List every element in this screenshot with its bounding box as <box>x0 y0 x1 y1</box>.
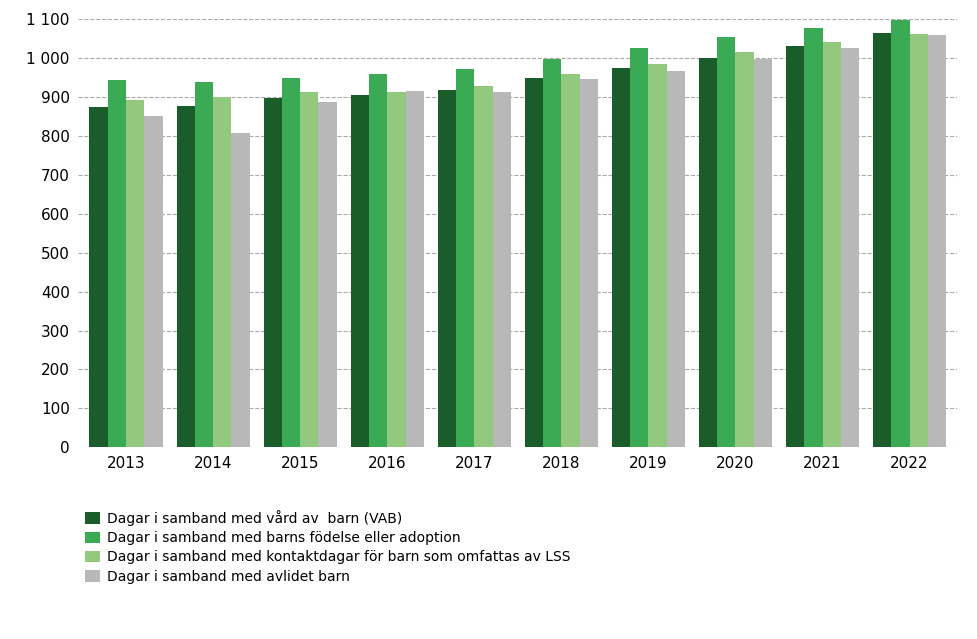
Bar <box>282 77 300 447</box>
Bar <box>90 107 107 447</box>
Bar <box>579 79 598 447</box>
Bar <box>387 93 405 447</box>
Bar <box>543 59 562 447</box>
Bar <box>492 93 511 447</box>
Bar <box>699 58 717 447</box>
Bar <box>213 97 232 447</box>
Bar <box>405 91 424 447</box>
Bar <box>194 82 213 447</box>
Bar <box>910 34 928 447</box>
Bar <box>145 116 162 447</box>
Bar <box>786 47 804 447</box>
Bar <box>753 59 772 447</box>
Bar <box>873 33 891 447</box>
Bar <box>804 27 823 447</box>
Bar <box>369 73 387 447</box>
Bar <box>264 98 282 447</box>
Bar <box>126 100 145 447</box>
Bar <box>351 95 369 447</box>
Bar <box>612 68 630 447</box>
Bar <box>928 35 946 447</box>
Bar <box>438 90 456 447</box>
Legend: Dagar i samband med vård av  barn (VAB), Dagar i samband med barns födelse eller: Dagar i samband med vård av barn (VAB), … <box>85 510 571 583</box>
Bar <box>107 81 126 447</box>
Bar <box>823 42 841 447</box>
Bar <box>525 79 543 447</box>
Bar <box>456 69 474 447</box>
Bar <box>562 74 579 447</box>
Bar <box>666 70 685 447</box>
Bar <box>630 49 649 447</box>
Bar <box>736 52 753 447</box>
Bar <box>841 49 859 447</box>
Bar <box>474 86 492 447</box>
Bar <box>319 102 337 447</box>
Bar <box>649 64 666 447</box>
Bar <box>177 105 194 447</box>
Bar <box>300 93 319 447</box>
Bar <box>717 36 736 447</box>
Bar <box>891 20 910 447</box>
Bar <box>232 133 250 447</box>
